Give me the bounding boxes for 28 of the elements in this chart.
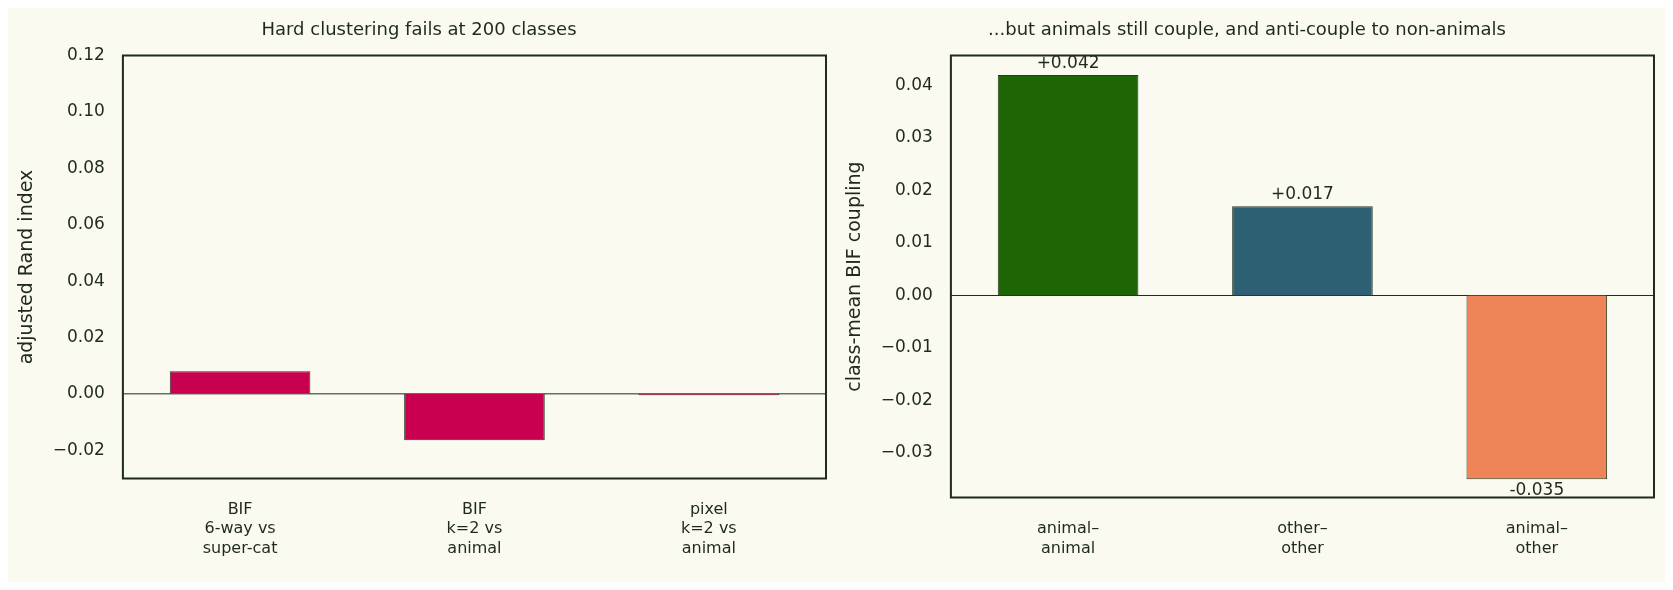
x-tick-label: pixel k=2 vs animal xyxy=(680,499,737,557)
x-tick-label: animal– other xyxy=(1505,518,1568,557)
y-tick-label: 0.04 xyxy=(67,269,105,290)
y-tick-label: 0.01 xyxy=(895,231,933,252)
y-tick-label: −0.03 xyxy=(880,441,933,462)
x-tick-label: BIF k=2 vs animal xyxy=(446,499,503,557)
x-tick-label: animal– animal xyxy=(1036,518,1100,557)
y-axis-title: class-mean BIF coupling xyxy=(842,161,865,392)
y-tick-label: 0.04 xyxy=(895,73,933,94)
y-tick-label: 0.00 xyxy=(895,283,933,304)
y-tick-label: 0.02 xyxy=(67,325,105,346)
y-tick-label: 0.06 xyxy=(67,213,105,234)
y-tick-label: 0.08 xyxy=(67,156,105,177)
y-tick-label: −0.02 xyxy=(880,388,933,409)
data-label: +0.017 xyxy=(1270,183,1334,204)
y-tick-label: −0.01 xyxy=(880,336,933,357)
y-tick-label: −0.02 xyxy=(52,438,105,459)
y-tick-label: 0.00 xyxy=(67,382,105,403)
chart-title: Hard clustering fails at 200 classes xyxy=(261,18,577,40)
y-tick-label: 0.10 xyxy=(67,100,105,121)
data-label: -0.035 xyxy=(1509,479,1565,500)
y-axis-title: adjusted Rand index xyxy=(14,169,37,365)
chart-title: ...but animals still couple, and anti-couple to non-animals xyxy=(988,18,1506,40)
y-tick-label: 0.12 xyxy=(67,44,105,65)
x-tick-label: BIF 6-way vs super-cat xyxy=(202,499,278,557)
y-tick-label: 0.02 xyxy=(895,178,933,199)
y-tick-label: 0.03 xyxy=(895,126,933,147)
x-tick-label: other– other xyxy=(1277,518,1328,557)
